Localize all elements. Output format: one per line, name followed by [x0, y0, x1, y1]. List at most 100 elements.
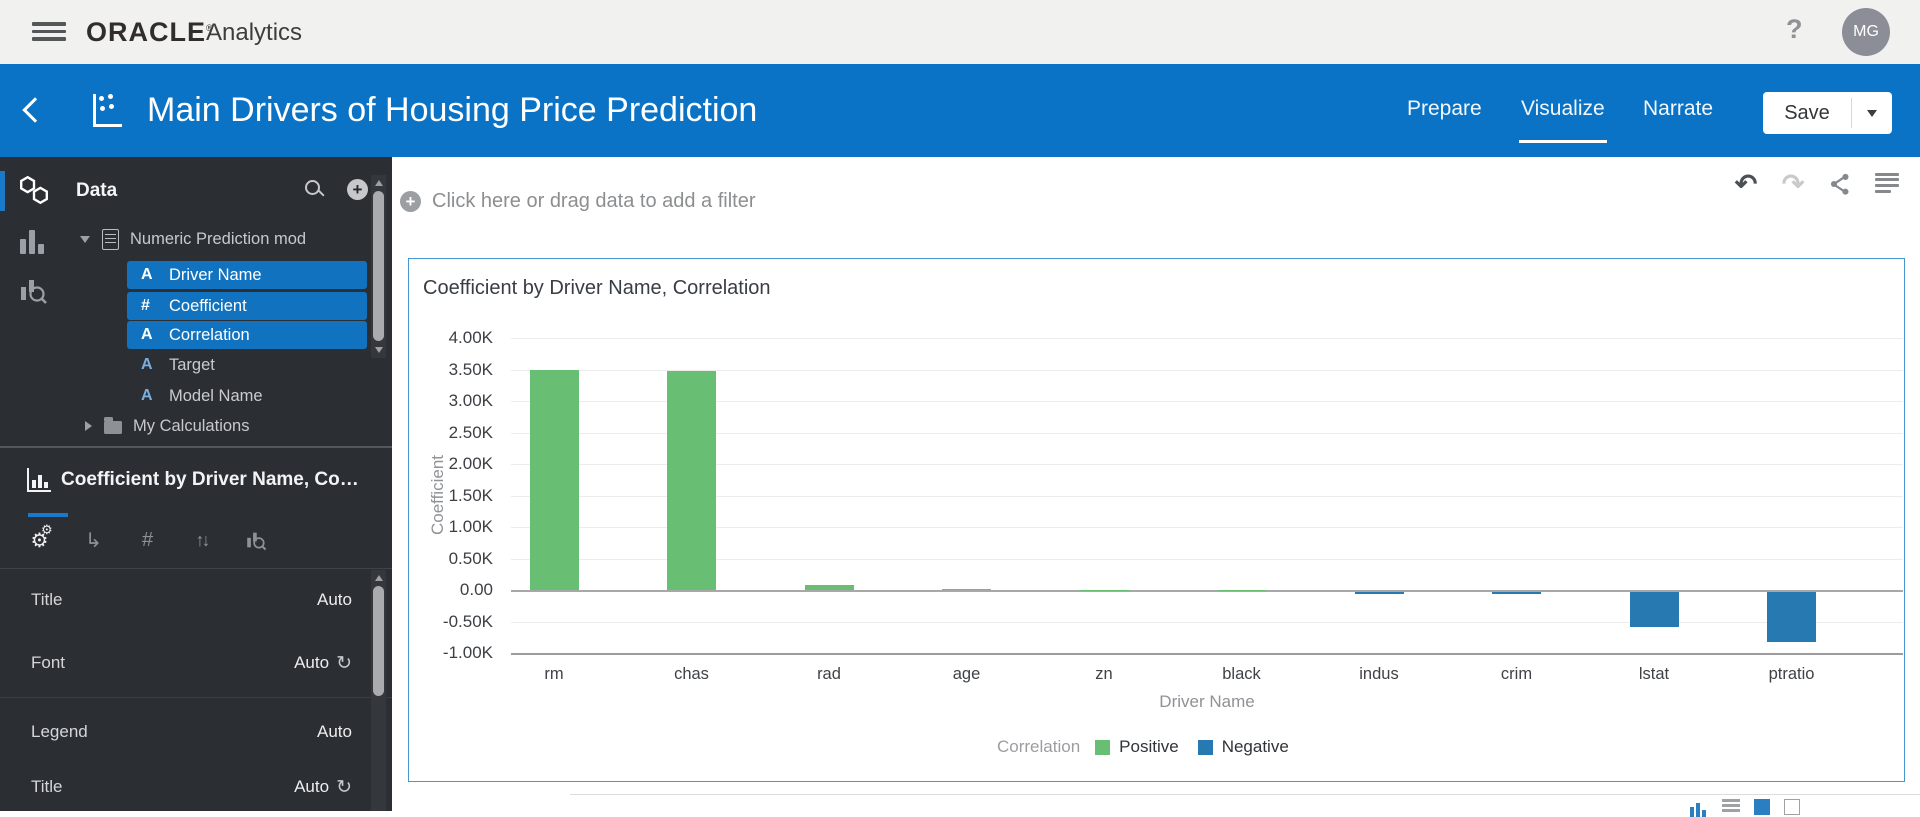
share-icon[interactable] [1826, 170, 1854, 198]
y-tick-label: 2.50K [427, 423, 493, 443]
filter-prompt: Click here or drag data to add a filter [432, 190, 756, 213]
x-tick-label: indus [1314, 665, 1444, 684]
bar-lstat[interactable] [1630, 592, 1679, 627]
scroll-up-icon[interactable] [375, 575, 383, 581]
x-tick-label: ptratio [1727, 665, 1857, 684]
number-field-icon: # [141, 297, 169, 315]
x-tick-label: rm [489, 665, 619, 684]
search-icon[interactable] [304, 179, 326, 201]
text-field-icon: A [141, 266, 169, 284]
tree-scrollbar[interactable] [371, 175, 386, 358]
redo-icon[interactable]: ↷ [1779, 170, 1807, 198]
app-bar: ORACLE® Analytics ? MG [0, 0, 1920, 64]
hamburger-menu-icon[interactable] [32, 22, 66, 42]
viz-properties-tabs: ⚙⚙ ↳ # ↑↓ [26, 525, 269, 555]
bar-age[interactable] [942, 589, 991, 590]
field-label: Coefficient [169, 297, 247, 316]
field-item-coefficient[interactable]: # Coefficient [127, 292, 367, 320]
scroll-down-icon[interactable] [375, 347, 383, 353]
active-tab-indicator [28, 513, 68, 517]
tab-values-icon[interactable]: # [134, 529, 161, 552]
legend-entry-positive[interactable]: Positive [1119, 737, 1179, 757]
bar-rm[interactable] [530, 370, 579, 591]
gridline [511, 590, 1903, 592]
tab-sort-icon[interactable]: ↑↓ [188, 530, 215, 551]
legend-title: Correlation [997, 737, 1080, 757]
mini-blue-tile-icon[interactable] [1754, 799, 1770, 815]
reset-icon[interactable]: ↻ [336, 654, 352, 673]
legend-swatch-negative [1198, 740, 1213, 755]
filter-bar[interactable]: + Click here or drag data to add a filte… [400, 190, 756, 213]
add-data-icon[interactable]: + [347, 179, 368, 200]
x-tick-label: chas [627, 665, 757, 684]
field-item-driver-name[interactable]: A Driver Name [127, 261, 367, 289]
collapse-icon[interactable] [80, 236, 90, 243]
active-rail-indicator [0, 171, 5, 211]
save-dropdown-icon[interactable] [1852, 110, 1892, 117]
workbook-header: Main Drivers of Housing Price Prediction… [0, 64, 1920, 157]
tab-narrate[interactable]: Narrate [1643, 97, 1713, 121]
tab-axis-icon[interactable]: ↳ [80, 528, 107, 553]
legend-entry-negative[interactable]: Negative [1222, 737, 1289, 757]
bar-chas[interactable] [667, 371, 716, 590]
visualization-card[interactable]: Coefficient by Driver Name, Correlation … [408, 258, 1905, 782]
canvas-toolbar: ↶ ↷ [1732, 170, 1901, 198]
folder-label: My Calculations [133, 417, 249, 436]
bar-rad[interactable] [805, 585, 854, 590]
bar-crim[interactable] [1492, 592, 1541, 594]
tab-prepare[interactable]: Prepare [1407, 97, 1482, 121]
x-tick-label: age [902, 665, 1032, 684]
help-icon[interactable]: ? [1786, 14, 1803, 45]
gridline [511, 527, 1903, 528]
avatar[interactable]: MG [1842, 8, 1890, 56]
tab-general-gear-icon[interactable]: ⚙⚙ [26, 528, 53, 553]
x-tick-label: crim [1452, 665, 1582, 684]
field-label: Driver Name [169, 266, 262, 285]
y-tick-label: 3.50K [427, 360, 493, 380]
divider [0, 568, 392, 569]
field-item-target[interactable]: A Target [127, 351, 367, 379]
scroll-thumb[interactable] [373, 586, 384, 696]
undo-icon[interactable]: ↶ [1732, 170, 1760, 198]
legend-swatch-positive [1095, 740, 1110, 755]
mini-gray-tile-icon[interactable] [1784, 799, 1800, 815]
canvas-menu-icon[interactable] [1873, 170, 1901, 198]
save-button[interactable]: Save [1763, 92, 1892, 134]
field-item-model-name[interactable]: A Model Name [127, 382, 367, 410]
x-tick-label: black [1177, 665, 1307, 684]
x-axis-title: Driver Name [1107, 692, 1307, 712]
setting-row-font[interactable]: Font Auto↻ [31, 651, 352, 675]
bar-ptratio[interactable] [1767, 592, 1816, 642]
bar-chart-icon [27, 468, 51, 492]
tab-analytics-icon[interactable] [242, 529, 269, 552]
y-tick-label: 0.50K [427, 549, 493, 569]
properties-scrollbar[interactable] [371, 570, 386, 811]
field-label: Correlation [169, 326, 250, 345]
setting-row-title[interactable]: Title Auto [31, 588, 352, 612]
setting-row-legend[interactable]: Legend Auto [31, 720, 352, 744]
mini-list-icon[interactable] [1722, 799, 1740, 814]
analytics-panel-icon[interactable] [18, 275, 50, 307]
y-tick-label: 1.50K [427, 486, 493, 506]
setting-row-legend-title[interactable]: Title Auto↻ [31, 775, 352, 799]
visualizations-panel-icon[interactable] [18, 224, 50, 256]
field-item-correlation[interactable]: A Correlation [127, 321, 367, 349]
data-panel-icon[interactable] [18, 174, 50, 206]
back-icon[interactable] [22, 97, 47, 122]
tab-visualize[interactable]: Visualize [1521, 97, 1605, 121]
bar-indus[interactable] [1355, 592, 1404, 594]
mini-bar-chart-icon[interactable] [1690, 799, 1708, 817]
text-field-icon: A [141, 326, 169, 344]
expand-icon[interactable] [85, 421, 92, 431]
text-field-icon: A [141, 356, 169, 374]
page-title: Main Drivers of Housing Price Prediction [147, 91, 757, 130]
my-calculations-item[interactable]: My Calculations [85, 412, 370, 440]
gridline [511, 338, 1903, 339]
add-filter-icon[interactable]: + [400, 191, 421, 212]
dataset-item[interactable]: Numeric Prediction mod [80, 225, 370, 253]
scroll-up-icon[interactable] [375, 180, 383, 186]
scroll-thumb[interactable] [373, 191, 384, 341]
reset-icon[interactable]: ↻ [336, 778, 352, 797]
divider [0, 697, 392, 698]
gridline [511, 433, 1903, 434]
